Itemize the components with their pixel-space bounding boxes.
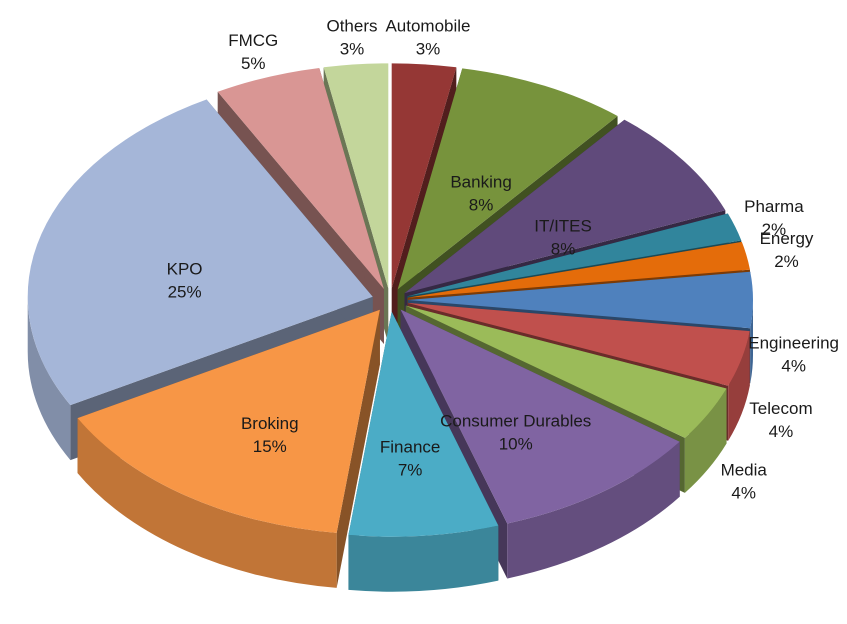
slice-value-label: 3% xyxy=(416,39,441,58)
slice xyxy=(404,119,726,294)
slice-value-label: 2% xyxy=(762,220,787,239)
slice-label: Media xyxy=(721,460,768,479)
slice-value-label: 25% xyxy=(168,283,202,302)
slice-side xyxy=(684,388,727,493)
slice xyxy=(407,213,742,297)
slice-label: Banking xyxy=(450,172,511,191)
slice-label: Finance xyxy=(380,437,440,456)
slice-value-label: 5% xyxy=(241,54,266,73)
slice xyxy=(400,309,680,524)
slice-label: Automobile xyxy=(385,16,470,35)
slice-label: Engineering xyxy=(748,333,839,352)
slice-side xyxy=(27,296,71,461)
slice-label: IT/ITES xyxy=(534,216,592,235)
slice-value-label: 4% xyxy=(781,356,806,375)
slice-value-label: 4% xyxy=(769,422,794,441)
slice xyxy=(407,302,750,386)
slice xyxy=(217,67,384,289)
slice xyxy=(397,68,618,290)
slice-side xyxy=(728,331,750,441)
slice-label: Energy xyxy=(760,229,814,248)
slice-value-label: 8% xyxy=(551,239,576,258)
slice xyxy=(405,305,727,438)
slice xyxy=(391,63,457,289)
slice-side xyxy=(750,300,753,384)
slice xyxy=(77,309,380,533)
slice-side xyxy=(348,525,499,592)
slice xyxy=(407,241,750,298)
slice-side xyxy=(507,441,680,579)
slice-value-label: 15% xyxy=(253,437,287,456)
slice-value-label: 7% xyxy=(398,460,423,479)
slice-value-label: 2% xyxy=(774,252,799,271)
slice-group xyxy=(77,309,380,588)
slice-label: Consumer Durables xyxy=(440,411,591,430)
slice-side xyxy=(77,418,337,588)
slice-value-label: 4% xyxy=(731,483,756,502)
slice xyxy=(408,271,754,329)
slice-label: Pharma xyxy=(744,197,804,216)
slice-value-label: 3% xyxy=(340,39,365,58)
slice-label: Telecom xyxy=(749,399,812,418)
slice-label: Broking xyxy=(241,414,299,433)
slice-value-label: 8% xyxy=(469,195,494,214)
slice xyxy=(323,63,389,289)
slice-label: Others xyxy=(326,16,377,35)
slice-value-label: 10% xyxy=(499,434,533,453)
slice xyxy=(27,99,373,406)
slice-label: FMCG xyxy=(228,31,278,50)
slice-label: KPO xyxy=(167,260,203,279)
slice-side xyxy=(336,309,380,588)
slice xyxy=(348,311,499,537)
slice-group xyxy=(348,311,499,592)
